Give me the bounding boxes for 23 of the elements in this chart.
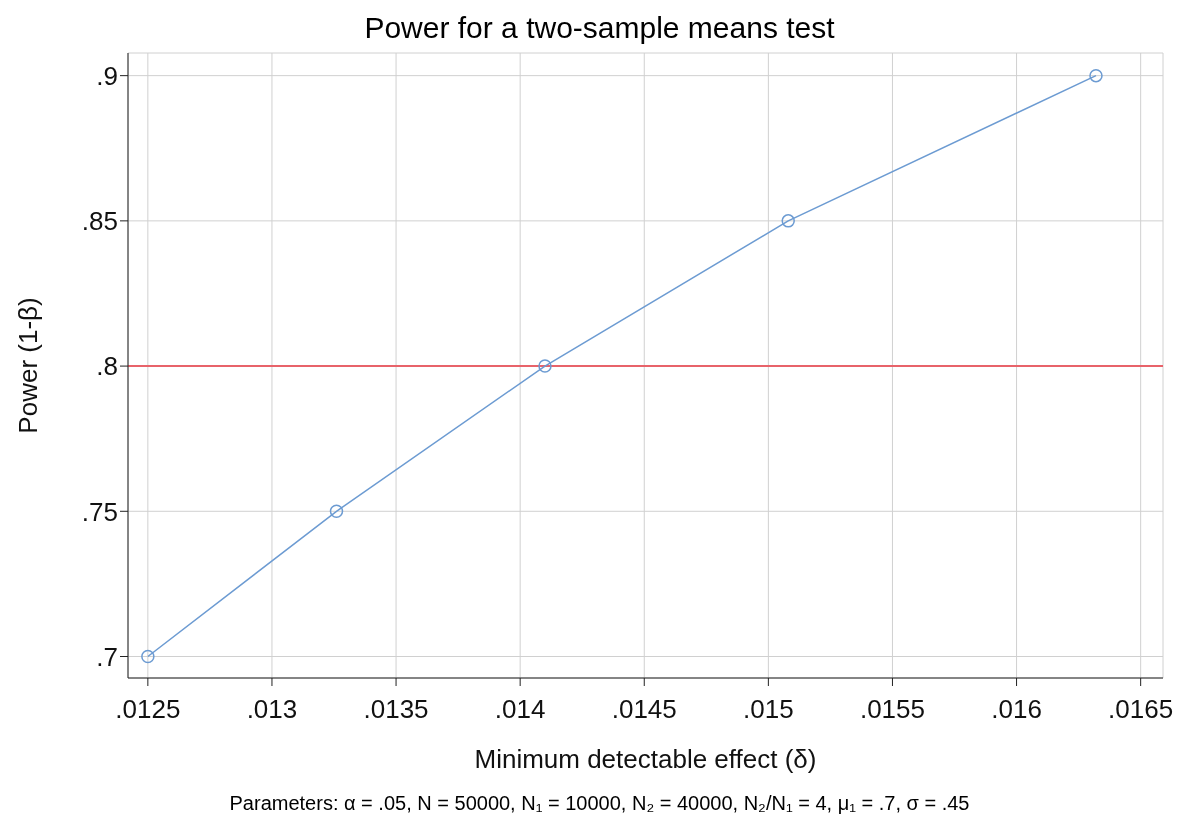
- x-tick-label: .0155: [859, 694, 925, 725]
- y-tick-label: .7: [96, 641, 118, 672]
- point: [538, 359, 552, 373]
- x-tick-label: .0165: [1108, 694, 1174, 725]
- x-tick-label: .0135: [363, 694, 429, 725]
- point: [781, 214, 795, 228]
- text: Parameters: α = .05, N = 50000, N₁ = 10000, N₂ = 40000, N₂/N₁ = 4, μ₁ = .7, σ = .45: [228, 792, 971, 815]
- x-tick-label: .015: [743, 694, 794, 725]
- x-tick-label: .013: [246, 694, 298, 725]
- y-axis-title: Power (1-β): [13, 297, 44, 434]
- y-tick-label: .75: [81, 496, 118, 527]
- x-tick-label: .014: [494, 694, 546, 725]
- x-axis-title: Minimum detectable effect (δ): [474, 744, 817, 774]
- y-tick-label: .85: [81, 206, 118, 237]
- x-tick-label: .016: [991, 694, 1042, 725]
- x-tick-label: .0125: [115, 694, 181, 725]
- chart-title: Power for a two-sample means test: [363, 10, 836, 46]
- y-tick-label: .8: [96, 351, 118, 382]
- y-tick-label: .9: [96, 60, 118, 91]
- x-tick-label: .0145: [611, 694, 677, 725]
- point: [329, 504, 344, 519]
- point: [1089, 68, 1103, 83]
- point: [141, 649, 155, 664]
